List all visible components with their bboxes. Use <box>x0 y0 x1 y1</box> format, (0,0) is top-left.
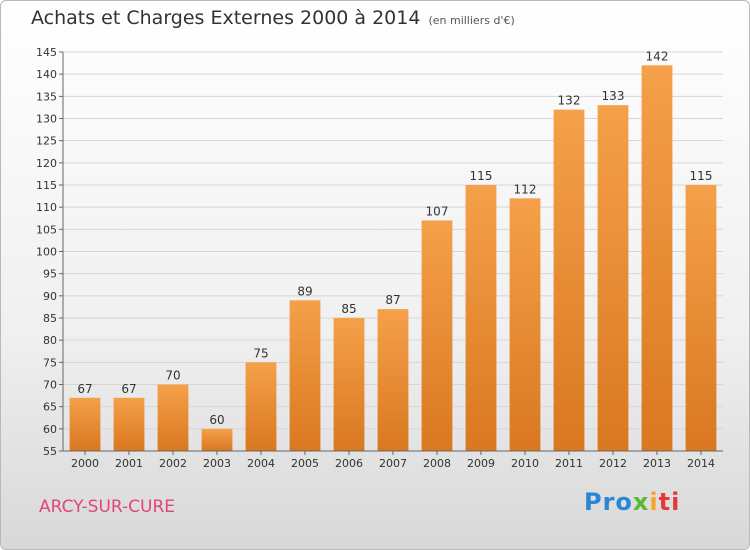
bar-value-label: 85 <box>341 302 356 316</box>
bar-2004 <box>245 362 277 451</box>
bar-2014 <box>685 185 717 451</box>
y-tick-label: 90 <box>43 290 57 303</box>
bar-value-label: 132 <box>558 94 581 108</box>
y-tick-label: 145 <box>36 46 57 59</box>
y-tick-label: 120 <box>36 157 57 170</box>
x-tick-label: 2006 <box>335 457 363 470</box>
logo-part-1: Pro <box>584 488 633 516</box>
x-tick-label: 2000 <box>71 457 99 470</box>
bar-value-label: 89 <box>297 284 312 298</box>
y-tick-label: 125 <box>36 135 57 148</box>
bar-value-label: 60 <box>209 413 224 427</box>
y-tick-label: 80 <box>43 334 57 347</box>
x-tick-label: 2007 <box>379 457 407 470</box>
bar-2000 <box>69 397 101 451</box>
chart-subtitle: (en milliers d'€) <box>428 14 515 27</box>
y-tick-label: 115 <box>36 179 57 192</box>
bar-value-label: 67 <box>121 382 136 396</box>
bar-value-label: 87 <box>385 293 400 307</box>
bar-2007 <box>377 309 409 451</box>
y-tick-label: 70 <box>43 379 57 392</box>
bar-value-label: 115 <box>470 169 493 183</box>
y-tick-label: 95 <box>43 268 57 281</box>
x-tick-label: 2012 <box>599 457 627 470</box>
bar-value-label: 133 <box>602 89 625 103</box>
bar-2008 <box>421 220 453 451</box>
proxiti-logo: Proxiti <box>584 488 680 516</box>
bar-value-label: 115 <box>690 169 713 183</box>
x-tick-label: 2003 <box>203 457 231 470</box>
y-tick-label: 140 <box>36 68 57 81</box>
bar-value-label: 142 <box>646 49 669 63</box>
y-tick-label: 85 <box>43 312 57 325</box>
x-tick-label: 2009 <box>467 457 495 470</box>
logo-part-2: x <box>632 488 650 516</box>
bar-2012 <box>597 105 629 451</box>
y-tick-label: 55 <box>43 445 57 458</box>
bar-value-label: 107 <box>426 204 449 218</box>
bar-2003 <box>201 428 233 451</box>
y-tick-label: 130 <box>36 113 57 126</box>
y-tick-label: 65 <box>43 401 57 414</box>
bars: 67 67 70 60 75 89 85 87 107 115 112 132 133 142 115 <box>69 49 717 452</box>
bar-2013 <box>641 65 673 452</box>
y-tick-label: 110 <box>36 201 57 214</box>
y-tick-label: 60 <box>43 423 57 436</box>
x-axis: 2000 2001 2002 2003 2004 2005 2006 2007 2008 2009… <box>63 450 723 470</box>
bar-2006 <box>333 318 365 451</box>
location-label: ARCY-SUR-CURE <box>39 497 176 517</box>
y-tick-label: 100 <box>36 246 57 259</box>
bar-2001 <box>113 397 145 451</box>
bar-2005 <box>289 300 321 451</box>
bar-value-label: 67 <box>77 382 92 396</box>
x-tick-label: 2011 <box>555 457 583 470</box>
x-tick-label: 2005 <box>291 457 319 470</box>
x-tick-label: 2001 <box>115 457 143 470</box>
y-tick-label: 75 <box>43 356 57 369</box>
logo-part-3: i <box>649 488 659 516</box>
y-tick-label: 135 <box>36 90 57 103</box>
chart-title-text: Achats et Charges Externes 2000 à 2014 <box>31 7 421 29</box>
x-tick-label: 2010 <box>511 457 539 470</box>
bar-2002 <box>157 384 189 451</box>
bar-value-label: 112 <box>514 182 537 196</box>
chart-title: Achats et Charges Externes 2000 à 2014 (e… <box>31 7 515 29</box>
bar-2011 <box>553 109 585 451</box>
bar-value-label: 70 <box>165 369 180 383</box>
x-tick-label: 2008 <box>423 457 451 470</box>
x-tick-label: 2014 <box>687 457 715 470</box>
bar-2010 <box>509 198 541 451</box>
x-tick-label: 2002 <box>159 457 187 470</box>
bar-2009 <box>465 185 497 451</box>
x-tick-label: 2004 <box>247 457 275 470</box>
y-axis: 55 60 65 70 75 80 85 90 95 100 105 110 115 120 125 130 1… <box>36 46 64 458</box>
bar-value-label: 75 <box>253 346 268 360</box>
y-tick-label: 105 <box>36 223 57 236</box>
logo-part-4: ti <box>658 488 681 516</box>
x-tick-label: 2013 <box>643 457 671 470</box>
